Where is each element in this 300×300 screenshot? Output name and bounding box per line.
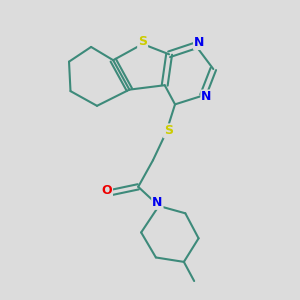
Text: S: S (164, 124, 173, 137)
Text: N: N (152, 196, 163, 209)
Text: N: N (194, 36, 204, 49)
Text: O: O (101, 184, 112, 197)
Text: N: N (201, 91, 212, 103)
Text: S: S (138, 35, 147, 48)
